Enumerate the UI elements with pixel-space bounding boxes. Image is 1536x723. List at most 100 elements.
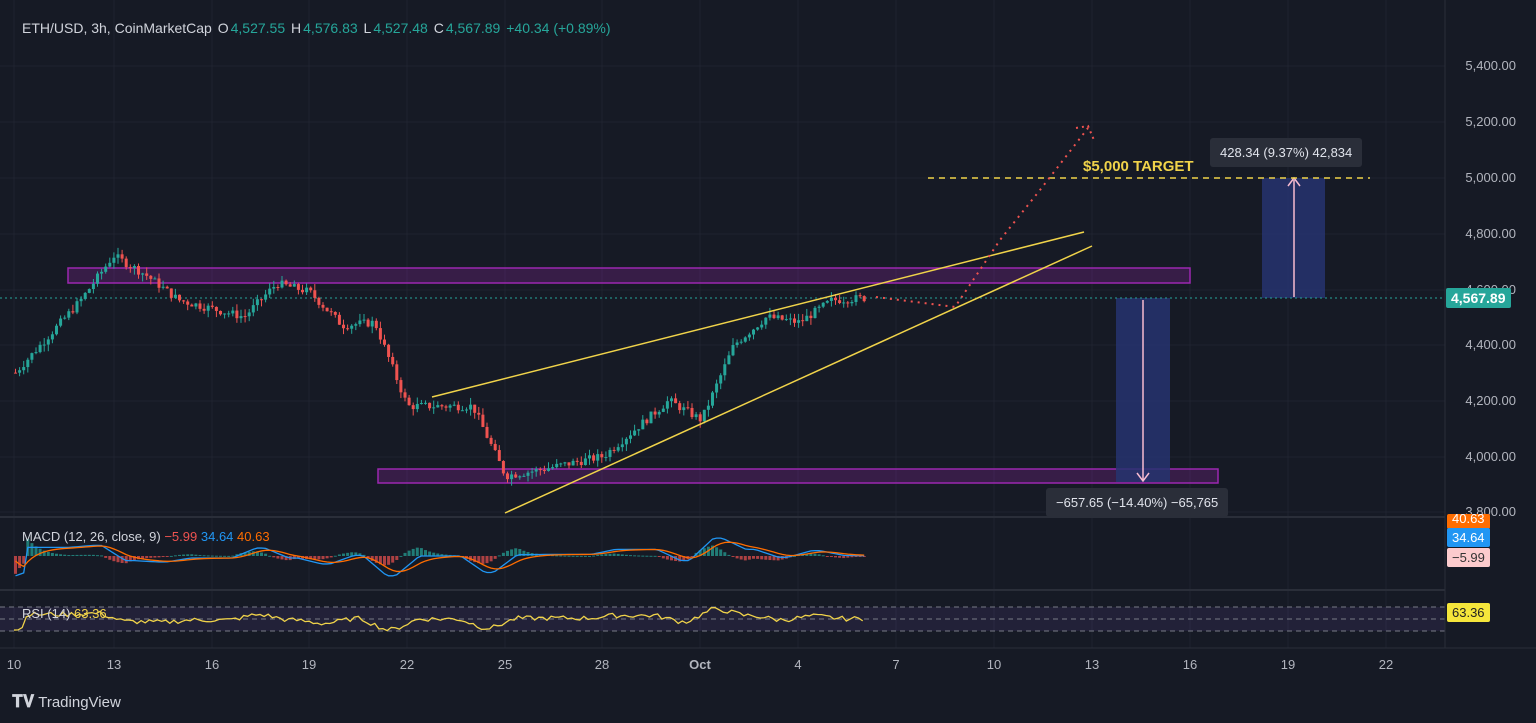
tradingview-logo[interactable]: 𝐓𝐕 TradingView: [12, 692, 121, 712]
macd-hist-bar: [825, 556, 829, 557]
macd-hist-bar: [723, 552, 727, 556]
macd-hist-bar: [296, 556, 300, 559]
candle-body: [18, 370, 22, 373]
macd-hist-bar: [440, 554, 444, 556]
rsi-line-value: 63.36: [74, 606, 107, 621]
macd-hist-bar: [153, 556, 157, 558]
macd-hist-bar: [329, 556, 333, 558]
macd-hist-bar: [653, 555, 657, 557]
candle-body: [756, 327, 760, 330]
candle-body: [583, 458, 587, 466]
macd-hist-bar: [829, 556, 833, 557]
macd-hist-bar: [104, 556, 108, 558]
macd-hist-bar: [231, 555, 235, 557]
candle-body: [850, 302, 854, 304]
candle-body: [780, 315, 784, 320]
macd-hist-bar: [571, 555, 575, 557]
candle-body: [178, 294, 181, 301]
macd-hist-bar: [510, 549, 514, 556]
candle-body: [715, 383, 719, 393]
candle-body: [329, 311, 333, 313]
symbol-header: ETH/USD, 3h, CoinMarketCap O 4,527.55 H 4,…: [22, 20, 613, 36]
candle-body: [678, 403, 682, 411]
candle-body: [190, 304, 194, 307]
candle-body: [608, 449, 612, 457]
candle-body: [854, 295, 858, 303]
macd-hist-bar: [91, 554, 95, 556]
rsi-title: RSI (14): [22, 606, 71, 621]
macd-hist-bar: [186, 554, 190, 556]
candle-body: [350, 325, 354, 329]
low-label: L: [363, 20, 372, 36]
candle-body: [772, 314, 776, 319]
candle-body: [846, 302, 850, 304]
candle-body: [403, 392, 407, 398]
candle-body: [337, 314, 341, 325]
date-tick: 16: [1182, 657, 1198, 672]
candle-body: [842, 302, 846, 304]
macd-hist-bar: [432, 552, 436, 556]
candle-body: [280, 280, 284, 288]
macd-hist-bar: [34, 546, 38, 556]
macd-hist-bar: [112, 556, 116, 562]
macd-hist-bar: [419, 548, 423, 556]
date-tick: 22: [399, 657, 415, 672]
candle-body: [481, 414, 485, 427]
macd-hist-bar: [600, 554, 604, 556]
candle-body: [489, 437, 493, 444]
candle-body: [223, 313, 227, 315]
candle-body: [530, 471, 534, 473]
candle-body: [600, 454, 604, 458]
candle-body: [67, 311, 71, 318]
candle-body: [711, 392, 714, 406]
low-value: 4,527.48: [373, 20, 428, 36]
macd-hist-bar: [715, 547, 719, 556]
macd-hist-bar: [14, 556, 17, 574]
candle-body: [645, 419, 649, 424]
candle-body: [723, 364, 727, 376]
macd-hist-bar: [411, 548, 415, 556]
candle-body: [624, 438, 628, 445]
macd-hist-bar: [206, 555, 210, 557]
candle-body: [526, 472, 530, 476]
candle-body: [383, 339, 386, 345]
macd-hist-bar: [276, 556, 280, 559]
candle-body: [641, 419, 645, 430]
candle-body: [38, 344, 42, 353]
candle-body: [251, 305, 255, 313]
candle-body: [145, 273, 149, 276]
macd-hist-bar: [497, 555, 501, 557]
macd-hist-bar: [71, 554, 75, 556]
candle-body: [551, 467, 555, 469]
tradingview-logo-icon: 𝐓𝐕: [12, 692, 35, 711]
candle-body: [575, 460, 579, 462]
macd-hist-bar: [120, 556, 124, 563]
candle-body: [637, 429, 641, 431]
candle-body: [50, 334, 54, 340]
candle-body: [727, 355, 731, 365]
candle-body: [784, 319, 788, 321]
candle-body: [633, 430, 637, 436]
macd-hist-bar: [378, 556, 382, 565]
candle-body: [362, 319, 366, 321]
candle-body: [702, 409, 706, 422]
macd-hist-bar: [38, 548, 42, 556]
macd-hist-bar: [415, 547, 419, 556]
macd-hist-bar: [850, 556, 854, 558]
candle-body: [141, 273, 145, 275]
macd-hist-bar: [403, 552, 407, 556]
macd-hist-bar: [747, 556, 751, 560]
candle-body: [374, 320, 378, 329]
candle-body: [616, 447, 620, 451]
macd-hist-bar: [690, 556, 694, 557]
macd-hist-bar: [354, 552, 358, 556]
macd-line-value: 34.64: [200, 529, 234, 544]
macd-hist-bar: [657, 556, 661, 557]
candle-body: [838, 300, 842, 304]
candle-body: [571, 460, 575, 466]
candle-body: [661, 408, 665, 412]
macd-hist-bar: [194, 554, 198, 556]
candle-body: [497, 450, 501, 462]
candle-body: [731, 345, 735, 356]
